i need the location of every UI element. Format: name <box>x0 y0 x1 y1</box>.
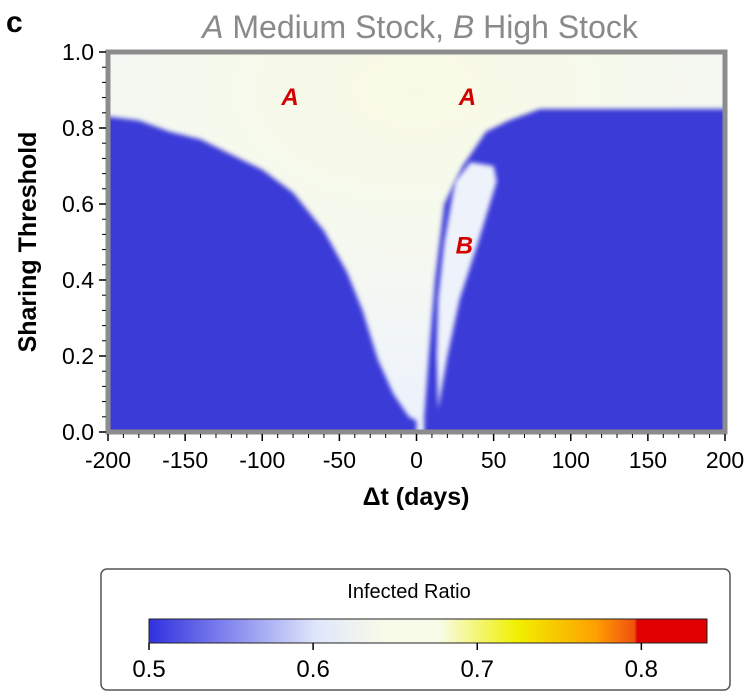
x-tick-label: 150 <box>629 447 667 473</box>
colorbar-tick-label: 0.8 <box>625 656 658 683</box>
x-tick-label: -50 <box>323 447 356 473</box>
heatmap-low-region-right <box>424 109 725 432</box>
heatmap-low-region <box>108 109 725 432</box>
x-axis-label: Δt (days) <box>363 483 470 511</box>
colorbar-title: Infected Ratio <box>347 581 470 603</box>
y-tick-label: 0.4 <box>62 267 94 293</box>
colorbar-tick-label: 0.6 <box>296 656 329 683</box>
colorbar-ticks: 0.5 0.6 0.7 0.8 <box>132 643 658 683</box>
y-tick-label: 0.0 <box>62 419 94 445</box>
x-axis: -200 -150 -100 -50 0 50 100 150 200 <box>85 434 744 473</box>
region-labels: A A B <box>280 84 476 259</box>
title-series-b-text: High Stock <box>474 9 639 45</box>
region-label-b: B <box>456 232 473 259</box>
y-tick-label: 0.8 <box>62 115 94 141</box>
heatmap-low-region-left <box>108 116 417 432</box>
heatmap-plot-area <box>108 52 725 432</box>
x-tick-label: -150 <box>162 447 208 473</box>
heatmap-b-region <box>436 162 497 410</box>
region-label-a: A <box>280 84 298 111</box>
chart-title: A Medium Stock, B High Stock <box>200 9 639 45</box>
y-tick-label: 0.6 <box>62 191 94 217</box>
x-tick-label: 0 <box>410 447 423 473</box>
panel-letter: c <box>6 6 23 39</box>
y-axis-label: Sharing Threshold <box>14 132 42 353</box>
colorbar-gradient <box>148 618 708 644</box>
title-series-a-letter: A <box>200 9 223 45</box>
y-tick-label: 0.2 <box>62 343 94 369</box>
region-label-a: A <box>458 84 476 111</box>
x-tick-label: -100 <box>239 447 285 473</box>
x-tick-label: -200 <box>85 447 131 473</box>
colorbar-legend: Infected Ratio 0.5 0.6 0.7 0.8 <box>100 568 731 691</box>
y-axis: 0.0 0.2 0.4 0.6 0.8 1.0 <box>62 39 106 445</box>
y-tick-label: 1.0 <box>62 39 94 65</box>
title-series-a-text: Medium Stock, <box>223 9 452 45</box>
x-tick-label: 200 <box>706 447 744 473</box>
title-series-b-letter: B <box>453 9 474 45</box>
x-tick-label: 100 <box>552 447 590 473</box>
x-tick-label: 50 <box>481 447 507 473</box>
colorbar-tick-label: 0.7 <box>461 656 494 683</box>
colorbar-tick-label: 0.5 <box>132 656 165 683</box>
plot-frame <box>105 49 728 435</box>
